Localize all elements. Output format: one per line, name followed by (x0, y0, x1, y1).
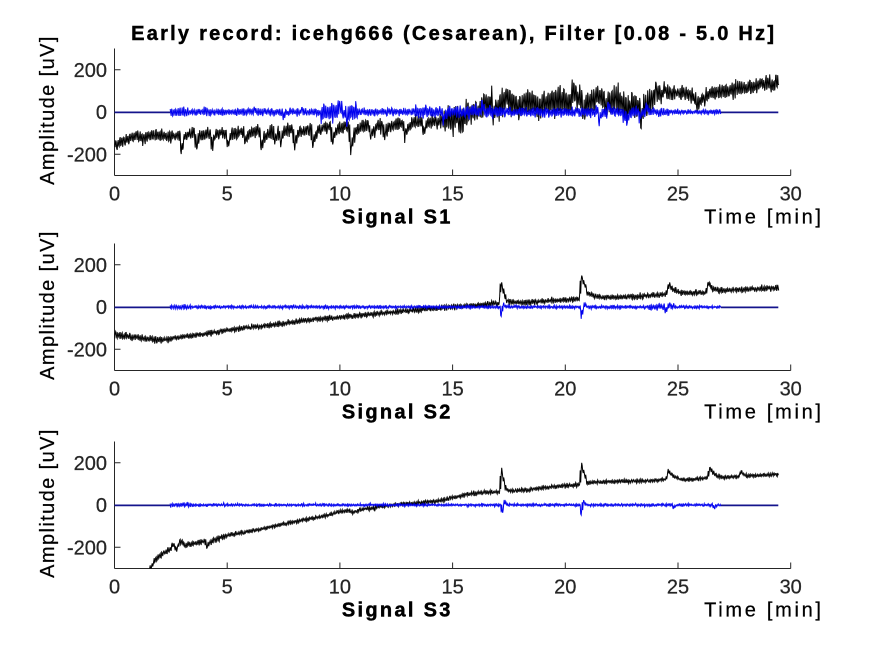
svg-text:15: 15 (441, 577, 463, 599)
svg-text:-200: -200 (67, 144, 107, 166)
svg-text:Signal S1: Signal S1 (342, 207, 453, 229)
svg-text:0: 0 (109, 379, 120, 401)
svg-text:10: 10 (329, 379, 351, 401)
svg-text:25: 25 (667, 184, 689, 206)
svg-text:30: 30 (780, 379, 802, 401)
svg-text:0: 0 (96, 102, 107, 124)
svg-text:30: 30 (780, 184, 802, 206)
svg-text:Amplitude [uV]: Amplitude [uV] (37, 428, 59, 578)
svg-text:25: 25 (667, 379, 689, 401)
svg-text:-200: -200 (67, 537, 107, 559)
svg-text:15: 15 (441, 379, 463, 401)
svg-text:20: 20 (554, 379, 576, 401)
svg-text:10: 10 (329, 577, 351, 599)
svg-text:200: 200 (74, 453, 107, 475)
svg-text:0: 0 (96, 495, 107, 517)
svg-text:Time [min]: Time [min] (704, 600, 824, 622)
svg-text:30: 30 (780, 577, 802, 599)
svg-text:200: 200 (74, 255, 107, 277)
svg-text:Signal S3: Signal S3 (342, 600, 453, 622)
svg-text:25: 25 (667, 577, 689, 599)
svg-text:0: 0 (109, 184, 120, 206)
svg-text:Early record: icehg666 (Cesare: Early record: icehg666 (Cesarean), Filte… (131, 23, 776, 45)
svg-text:Amplitude [uV]: Amplitude [uV] (37, 230, 59, 380)
svg-text:5: 5 (222, 184, 233, 206)
svg-text:20: 20 (554, 577, 576, 599)
svg-text:10: 10 (329, 184, 351, 206)
svg-text:200: 200 (74, 60, 107, 82)
svg-text:15: 15 (441, 184, 463, 206)
svg-text:0: 0 (109, 577, 120, 599)
svg-text:Signal S2: Signal S2 (342, 402, 453, 424)
svg-text:5: 5 (222, 379, 233, 401)
svg-text:Amplitude [uV]: Amplitude [uV] (37, 35, 59, 185)
svg-text:20: 20 (554, 184, 576, 206)
svg-text:Time [min]: Time [min] (704, 207, 824, 229)
svg-text:5: 5 (222, 577, 233, 599)
svg-text:-200: -200 (67, 339, 107, 361)
svg-text:Time [min]: Time [min] (704, 402, 824, 424)
svg-text:0: 0 (96, 297, 107, 319)
